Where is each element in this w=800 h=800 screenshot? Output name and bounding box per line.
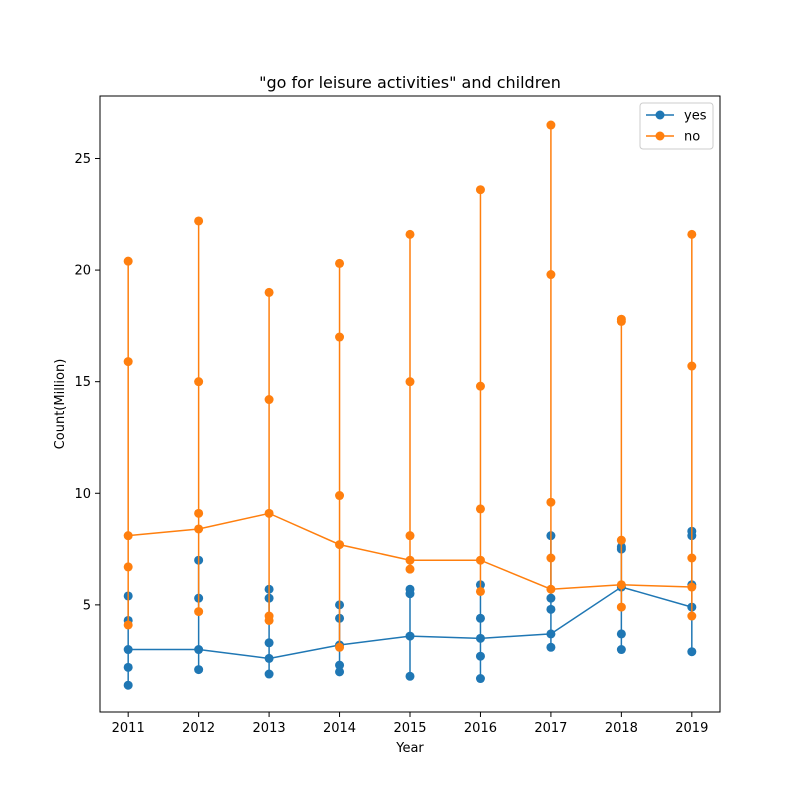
chart-title: "go for leisure activities" and children xyxy=(259,73,561,92)
series-no-point xyxy=(475,504,485,514)
series-no-point xyxy=(335,258,345,268)
y-tick-label: 10 xyxy=(74,487,91,502)
y-tick-label: 25 xyxy=(74,152,91,167)
series-yes-point xyxy=(264,653,274,663)
series-no-point xyxy=(264,287,274,297)
series-yes-point xyxy=(546,642,556,652)
series-yes-point xyxy=(475,674,485,684)
series-no-point xyxy=(123,256,133,266)
series-yes-point xyxy=(616,629,626,639)
series-no-point xyxy=(616,314,626,324)
x-tick-label: 2016 xyxy=(464,721,497,736)
series-no-point xyxy=(264,395,274,405)
series-yes-point xyxy=(123,662,133,672)
series-no-point xyxy=(123,562,133,572)
x-tick-label: 2014 xyxy=(323,721,356,736)
series-no-point xyxy=(616,535,626,545)
series-no xyxy=(123,120,697,652)
series-no-point xyxy=(405,531,415,541)
series-yes-point xyxy=(475,651,485,661)
x-tick-label: 2017 xyxy=(534,721,567,736)
series-yes-point xyxy=(264,669,274,679)
series-no-point xyxy=(405,555,415,565)
series-no-point xyxy=(546,584,556,594)
x-axis: 2011 2012 2013 2014 2015 2016 2017 2018 2019 xyxy=(112,712,708,736)
series-no-point xyxy=(546,497,556,507)
series-yes-point xyxy=(405,671,415,681)
series-yes-point xyxy=(687,647,697,657)
series-no-point xyxy=(687,229,697,239)
legend-item-yes: yes xyxy=(646,109,707,124)
series-yes-point xyxy=(546,604,556,614)
series-yes-point xyxy=(194,665,204,675)
series-no-point xyxy=(546,270,556,280)
legend: yes no xyxy=(639,102,714,150)
series-no-point xyxy=(405,377,415,387)
series-no-point xyxy=(475,185,485,195)
series-no-point xyxy=(194,524,204,534)
series-no-point xyxy=(264,611,274,621)
legend-marker xyxy=(655,110,665,120)
series-no-point xyxy=(123,357,133,367)
series-no-point xyxy=(475,381,485,391)
series-no-point xyxy=(687,582,697,592)
series-no-point xyxy=(335,332,345,342)
x-tick-label: 2018 xyxy=(605,721,638,736)
series-no-point xyxy=(475,555,485,565)
series-yes-point xyxy=(264,638,274,648)
series-no-point xyxy=(335,540,345,550)
series-yes-point xyxy=(335,660,345,670)
series-no-point xyxy=(335,491,345,501)
legend-item-no: no xyxy=(646,130,700,145)
y-axis: 5 10 15 20 25 xyxy=(74,152,100,613)
series-no-point xyxy=(405,564,415,574)
series-no-point xyxy=(475,586,485,596)
series-yes-point xyxy=(405,631,415,641)
series-yes-point xyxy=(546,629,556,639)
series-no-point xyxy=(123,620,133,630)
series-yes-point xyxy=(616,645,626,655)
series-no-point xyxy=(546,553,556,563)
series-no-point xyxy=(687,361,697,371)
series-no-point xyxy=(687,611,697,621)
legend-label: yes xyxy=(684,109,707,124)
series-yes-point xyxy=(123,645,133,655)
x-tick-label: 2012 xyxy=(182,721,215,736)
series-yes-point xyxy=(475,633,485,643)
y-axis-label: Count(Million) xyxy=(53,359,68,450)
y-tick-label: 20 xyxy=(74,264,91,279)
series-no-point xyxy=(687,553,697,563)
x-tick-label: 2019 xyxy=(675,721,708,736)
series-no-point xyxy=(264,508,274,518)
series-yes-point xyxy=(546,593,556,603)
series-no-point xyxy=(123,531,133,541)
series-no-point xyxy=(616,580,626,590)
legend-marker xyxy=(655,131,665,141)
series-no-point xyxy=(616,602,626,612)
series-no-point xyxy=(194,216,204,226)
series-no-point xyxy=(194,607,204,617)
plot-area xyxy=(123,120,697,690)
y-tick-label: 5 xyxy=(83,598,91,613)
x-tick-label: 2015 xyxy=(393,721,426,736)
series-yes-point xyxy=(194,645,204,655)
x-axis-label: Year xyxy=(395,741,424,756)
series-no-point xyxy=(194,377,204,387)
series-no-point xyxy=(546,120,556,130)
series-yes-point xyxy=(335,667,345,677)
series-no-point xyxy=(194,508,204,518)
y-tick-label: 15 xyxy=(74,375,91,390)
series-yes-point xyxy=(475,613,485,623)
legend-label: no xyxy=(684,130,700,145)
x-tick-label: 2011 xyxy=(112,721,145,736)
series-yes-point xyxy=(123,680,133,690)
series-yes-point xyxy=(405,584,415,594)
series-no-point xyxy=(335,642,345,652)
x-tick-label: 2013 xyxy=(253,721,286,736)
series-no-point xyxy=(405,229,415,239)
